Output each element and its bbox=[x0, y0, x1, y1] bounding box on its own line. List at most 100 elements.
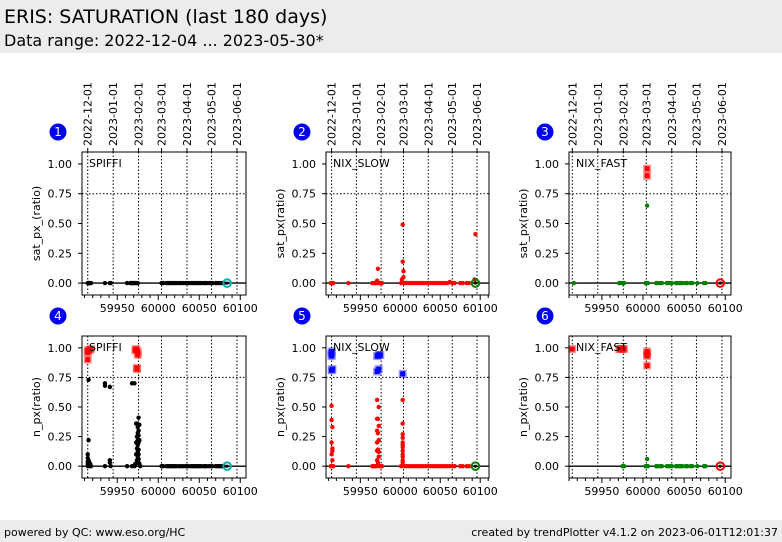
panel-number: 2 bbox=[298, 125, 306, 139]
y-axis-label: sat_px(ratio) bbox=[517, 189, 530, 259]
flagged-point bbox=[329, 366, 335, 372]
data-point bbox=[374, 463, 379, 469]
footer-powered-by[interactable]: powered by QC: www.eso.org/HC bbox=[4, 526, 186, 539]
data-point bbox=[659, 280, 665, 286]
data-point bbox=[401, 268, 406, 274]
panel-number-badge bbox=[536, 123, 554, 141]
y-tick-label: 0.50 bbox=[292, 401, 317, 414]
data-point bbox=[398, 463, 404, 469]
plot-frame bbox=[568, 151, 732, 296]
data-point bbox=[695, 280, 700, 286]
data-point bbox=[210, 463, 215, 469]
data-point bbox=[160, 463, 166, 469]
data-point bbox=[379, 280, 385, 286]
data-point bbox=[400, 460, 405, 465]
panel-label: NIX_SLOW bbox=[333, 157, 390, 170]
data-point bbox=[466, 463, 472, 469]
y-tick-label: 0.25 bbox=[292, 247, 317, 260]
data-point bbox=[398, 280, 404, 286]
data-point bbox=[400, 432, 405, 437]
data-point bbox=[452, 280, 457, 286]
y-tick-label: 0.00 bbox=[535, 277, 560, 290]
data-point bbox=[136, 456, 141, 462]
data-point bbox=[136, 433, 141, 438]
y-tick-label: 1.00 bbox=[535, 342, 560, 355]
data-point bbox=[400, 448, 405, 453]
date-tick-label: 2023-02-01 bbox=[133, 82, 146, 146]
data-range: Data range: 2022-12-04 ... 2023-05-30* bbox=[4, 31, 324, 50]
x-tick-label: 59950 bbox=[343, 302, 378, 315]
data-point bbox=[690, 463, 695, 469]
flagged-point bbox=[644, 166, 650, 172]
x-tick-label: 60100 bbox=[463, 485, 498, 498]
plot-frame bbox=[325, 335, 490, 479]
data-point bbox=[330, 448, 335, 453]
data-point bbox=[132, 381, 137, 386]
date-tick-label: 2022-12-01 bbox=[326, 82, 339, 146]
x-tick-label: 60050 bbox=[667, 302, 702, 315]
flagged-point bbox=[329, 353, 335, 359]
flagged-point bbox=[644, 363, 650, 369]
y-axis-label: sat_px_(ratio) bbox=[30, 186, 43, 261]
x-tick-label: 60050 bbox=[423, 302, 458, 315]
data-point bbox=[644, 456, 650, 462]
date-tick-label: 2023-01-01 bbox=[592, 82, 605, 146]
panel-label: NIX_FAST bbox=[576, 341, 627, 354]
plot-frame bbox=[325, 151, 490, 296]
y-tick-label: 0.75 bbox=[48, 188, 73, 201]
flagged-point bbox=[644, 353, 650, 359]
panel-5: 59950 60000 60050 60100 0.00 0.25 0.50 0.75 1.00… bbox=[274, 307, 498, 498]
x-tick-label: 59950 bbox=[584, 302, 619, 315]
x-tick-label: 59950 bbox=[343, 485, 378, 498]
data-point bbox=[102, 463, 108, 469]
last-point-marker bbox=[222, 461, 232, 471]
data-point bbox=[374, 397, 380, 403]
x-tick-label: 60050 bbox=[182, 302, 217, 315]
x-tick-label: 60000 bbox=[383, 302, 418, 315]
data-point bbox=[695, 463, 700, 469]
y-axis-label: n_px(ratio) bbox=[30, 377, 43, 437]
flagged-point bbox=[400, 371, 406, 377]
data-point bbox=[329, 440, 334, 445]
last-point bbox=[225, 464, 229, 468]
panel-label: SPIFFI bbox=[89, 341, 122, 354]
panel-3: 2022-12-01 2023-01-01 2023-02-01 2023-03-01… bbox=[517, 82, 743, 315]
y-tick-label: 1.00 bbox=[48, 158, 73, 171]
data-point bbox=[375, 416, 381, 422]
y-tick-label: 0.75 bbox=[535, 188, 560, 201]
data-point bbox=[669, 280, 674, 286]
last-point-marker bbox=[470, 461, 481, 471]
data-point bbox=[680, 463, 685, 469]
date-tick-label: 2023-01-01 bbox=[350, 82, 363, 146]
data-point bbox=[136, 428, 141, 433]
date-tick-label: 2023-06-01 bbox=[471, 82, 484, 146]
data-point bbox=[401, 274, 406, 280]
x-tick-label: 60050 bbox=[423, 485, 458, 498]
data-point bbox=[210, 280, 215, 286]
y-tick-label: 0.75 bbox=[535, 371, 560, 384]
data-point bbox=[86, 377, 91, 382]
date-tick-label: 2022-12-01 bbox=[566, 82, 579, 146]
data-point bbox=[621, 463, 627, 469]
x-tick-label: 60000 bbox=[626, 302, 661, 315]
y-tick-label: 0.00 bbox=[48, 460, 73, 473]
data-point bbox=[329, 417, 334, 423]
data-point bbox=[108, 463, 113, 469]
x-tick-label: 60100 bbox=[463, 302, 498, 315]
data-point bbox=[135, 280, 140, 286]
page-title: ERIS: SATURATION (last 180 days) bbox=[4, 6, 328, 28]
data-point bbox=[571, 280, 577, 286]
flagged-point bbox=[88, 346, 94, 352]
x-tick-label: 59950 bbox=[584, 485, 619, 498]
data-point bbox=[124, 463, 130, 469]
panel-number-badge bbox=[293, 123, 311, 141]
date-tick-label: 2023-02-01 bbox=[617, 82, 630, 146]
y-axis-label: n_px(ratio) bbox=[274, 377, 287, 437]
data-point bbox=[680, 280, 685, 286]
data-point bbox=[645, 463, 651, 469]
x-tick-label: 60100 bbox=[223, 302, 258, 315]
header-bar: ERIS: SATURATION (last 180 days) Data ra… bbox=[0, 0, 782, 53]
panel-number: 1 bbox=[54, 125, 62, 139]
panel-number: 3 bbox=[541, 125, 549, 139]
